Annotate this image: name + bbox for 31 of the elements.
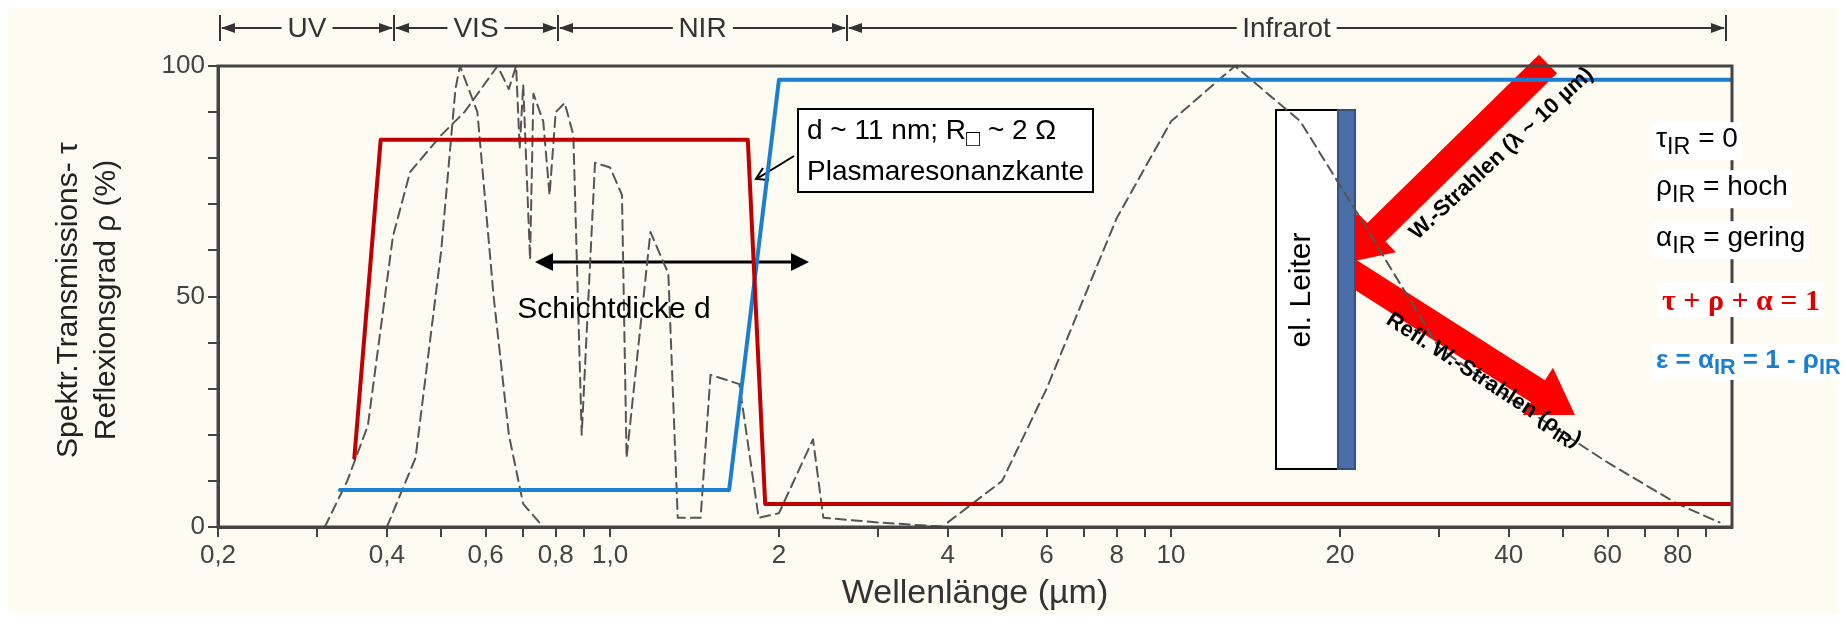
x-tick-label: 8 — [1109, 538, 1124, 569]
x-tick-label: 80 — [1663, 538, 1693, 569]
x-tick-label: 0,2 — [199, 538, 237, 569]
text: NIR — [672, 12, 733, 44]
annotation: Plasmaresonanzkante — [807, 153, 1085, 188]
x-tick-label: 40 — [1494, 538, 1524, 569]
annotation: τ + ρ + α = 1 — [1658, 283, 1824, 317]
annotation: ρ$_{IR}$ = hoch — [1652, 170, 1792, 208]
y-tick-label: 100 — [161, 49, 205, 80]
y-tick-label: 0 — [190, 510, 205, 541]
annotation: α$_{IR}$ = gering — [1652, 221, 1810, 259]
y-tick-label: 50 — [176, 279, 205, 310]
x-tick-label: 0,8 — [537, 538, 574, 569]
x-tick-label: 4 — [940, 538, 956, 569]
y-axis-title: Spektr.Transmissions- τ Reflexionsgrad ρ (%) — [48, 141, 122, 460]
text: Infrarot — [1236, 12, 1337, 44]
text: UV — [281, 12, 333, 44]
x-tick-label: 60 — [1593, 538, 1623, 569]
text: VIS — [447, 12, 505, 44]
annotation: ε = α$_{IR}$ = 1 - ρ$_{IR}$ — [1652, 343, 1845, 381]
x-tick-label: 2 — [771, 538, 787, 569]
x-tick-label: 1,0 — [592, 538, 629, 569]
annotation: d ~ 11 nm; R$_{□}$ ~ 2 Ω — [807, 113, 1058, 153]
x-tick-label: 0,6 — [467, 538, 504, 569]
annotation: el. Leiter — [1283, 232, 1317, 348]
annotation: τ$_{IR}$ = 0 — [1652, 122, 1742, 160]
x-axis-title: Wellenlänge (µm) — [841, 571, 1109, 610]
x-tick-label: 20 — [1325, 538, 1355, 569]
x-tick-label: 10 — [1156, 538, 1186, 569]
x-tick-label: 0,4 — [368, 538, 405, 569]
x-tick-label: 6 — [1039, 538, 1054, 569]
